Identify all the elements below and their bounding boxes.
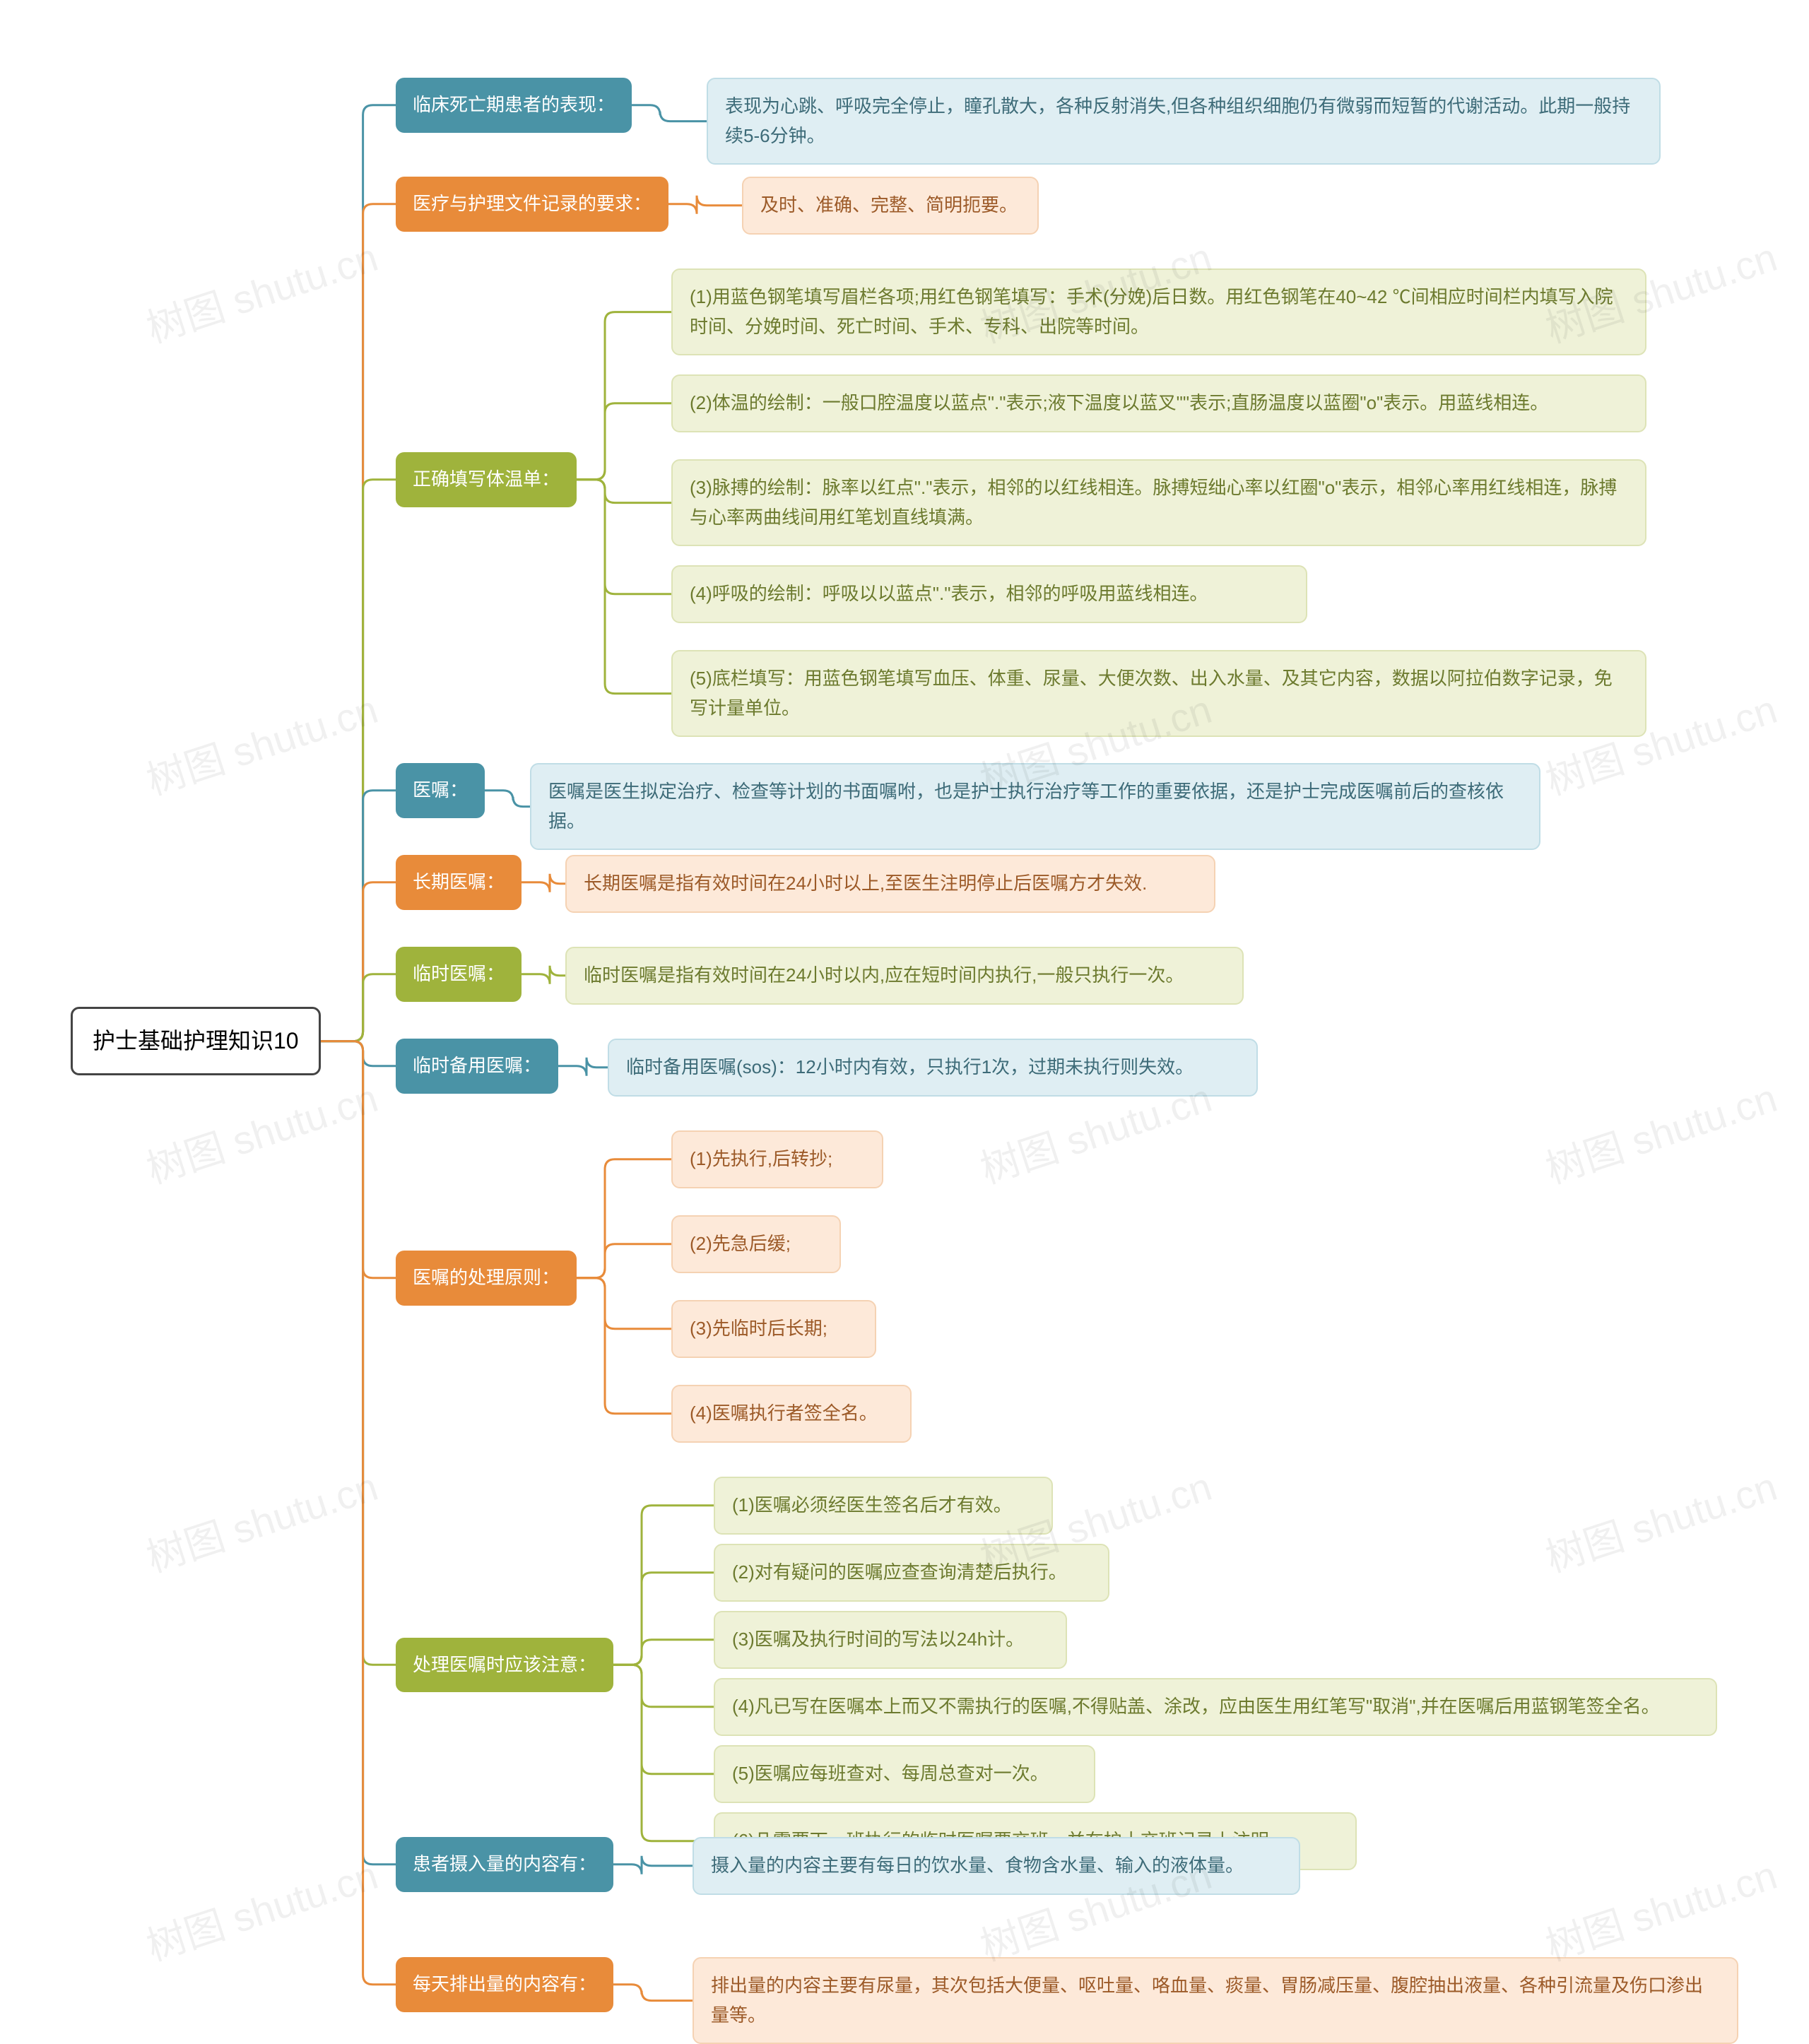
leaf-b9-4: (5)医嘱应每班查对、每周总查对一次。 (714, 1745, 1095, 1803)
branch-b5: 长期医嘱： (396, 855, 522, 910)
leaf-b5-0: 长期医嘱是指有效时间在24小时以上,至医生注明停止后医嘱方才失效. (565, 855, 1215, 913)
branch-b8: 医嘱的处理原则： (396, 1251, 577, 1306)
branch-b6: 临时医嘱： (396, 947, 522, 1002)
branch-b10: 患者摄入量的内容有： (396, 1837, 613, 1892)
leaf-b6-0: 临时医嘱是指有效时间在24小时以内,应在短时间内执行,一般只执行一次。 (565, 947, 1244, 1005)
leaf-b10-0: 摄入量的内容主要有每日的饮水量、食物含水量、输入的液体量。 (693, 1837, 1300, 1895)
watermark-text: 树图 shutu.cn (139, 1067, 384, 1195)
leaf-b4-0: 医嘱是医生拟定治疗、检查等计划的书面嘱咐，也是护士执行治疗等工作的重要依据，还是… (530, 763, 1540, 850)
leaf-b11-0: 排出量的内容主要有尿量，其次包括大便量、呕吐量、咯血量、痰量、胃肠减压量、腹腔抽… (693, 1957, 1738, 2044)
branch-b7: 临时备用医嘱： (396, 1039, 558, 1094)
branch-b4: 医嘱： (396, 763, 485, 818)
watermark-text: 树图 shutu.cn (1538, 1844, 1784, 1973)
leaf-b3-1: (2)体温的绘制：一般口腔温度以蓝点"."表示;液下温度以蓝叉""表示;直肠温度… (671, 374, 1646, 432)
watermark-text: 树图 shutu.cn (1538, 1455, 1784, 1584)
branch-b9: 处理医嘱时应该注意： (396, 1638, 613, 1693)
leaf-b3-0: (1)用蓝色钢笔填写眉栏各项;用红色钢笔填写：手术(分娩)后日数。用红色钢笔在4… (671, 268, 1646, 355)
watermark-text: 树图 shutu.cn (139, 1844, 384, 1973)
leaf-b3-2: (3)脉搏的绘制：脉率以红点"."表示，相邻的以红线相连。脉搏短绌心率以红圈"o… (671, 459, 1646, 546)
leaf-b3-3: (4)呼吸的绘制：呼吸以以蓝点"."表示，相邻的呼吸用蓝线相连。 (671, 565, 1307, 623)
branch-b11: 每天排出量的内容有： (396, 1957, 613, 2012)
watermark-text: 树图 shutu.cn (139, 678, 384, 807)
leaf-b9-2: (3)医嘱及执行时间的写法以24h计。 (714, 1611, 1067, 1669)
leaf-b8-0: (1)先执行,后转抄; (671, 1130, 883, 1188)
root-label: 护士基础护理知识10 (93, 1028, 299, 1053)
branch-b3: 正确填写体温单： (396, 452, 577, 507)
leaf-b1-0: 表现为心跳、呼吸完全停止，瞳孔散大，各种反射消失,但各种组织细胞仍有微弱而短暂的… (707, 78, 1661, 165)
root-node: 护士基础护理知识10 (71, 1007, 321, 1075)
branch-b1: 临床死亡期患者的表现： (396, 78, 632, 133)
leaf-b9-1: (2)对有疑问的医嘱应查查询清楚后执行。 (714, 1544, 1109, 1602)
leaf-b7-0: 临时备用医嘱(sos)：12小时内有效，只执行1次，过期未执行则失效。 (608, 1039, 1258, 1097)
leaf-b8-1: (2)先急后缓; (671, 1215, 841, 1273)
leaf-b3-4: (5)底栏填写：用蓝色钢笔填写血压、体重、尿量、大便次数、出入水量、及其它内容，… (671, 650, 1646, 737)
leaf-b8-3: (4)医嘱执行者签全名。 (671, 1385, 912, 1443)
watermark-text: 树图 shutu.cn (139, 226, 384, 355)
leaf-b2-0: 及时、准确、完整、简明扼要。 (742, 177, 1039, 235)
watermark-text: 树图 shutu.cn (1538, 1067, 1784, 1195)
branch-b2: 医疗与护理文件记录的要求： (396, 177, 668, 232)
leaf-b8-2: (3)先临时后长期; (671, 1300, 876, 1358)
watermark-text: 树图 shutu.cn (139, 1455, 384, 1584)
leaf-b9-0: (1)医嘱必须经医生签名后才有效。 (714, 1477, 1053, 1535)
leaf-b9-3: (4)凡已写在医嘱本上而又不需执行的医嘱,不得贴盖、涂改，应由医生用红笔写"取消… (714, 1678, 1717, 1736)
